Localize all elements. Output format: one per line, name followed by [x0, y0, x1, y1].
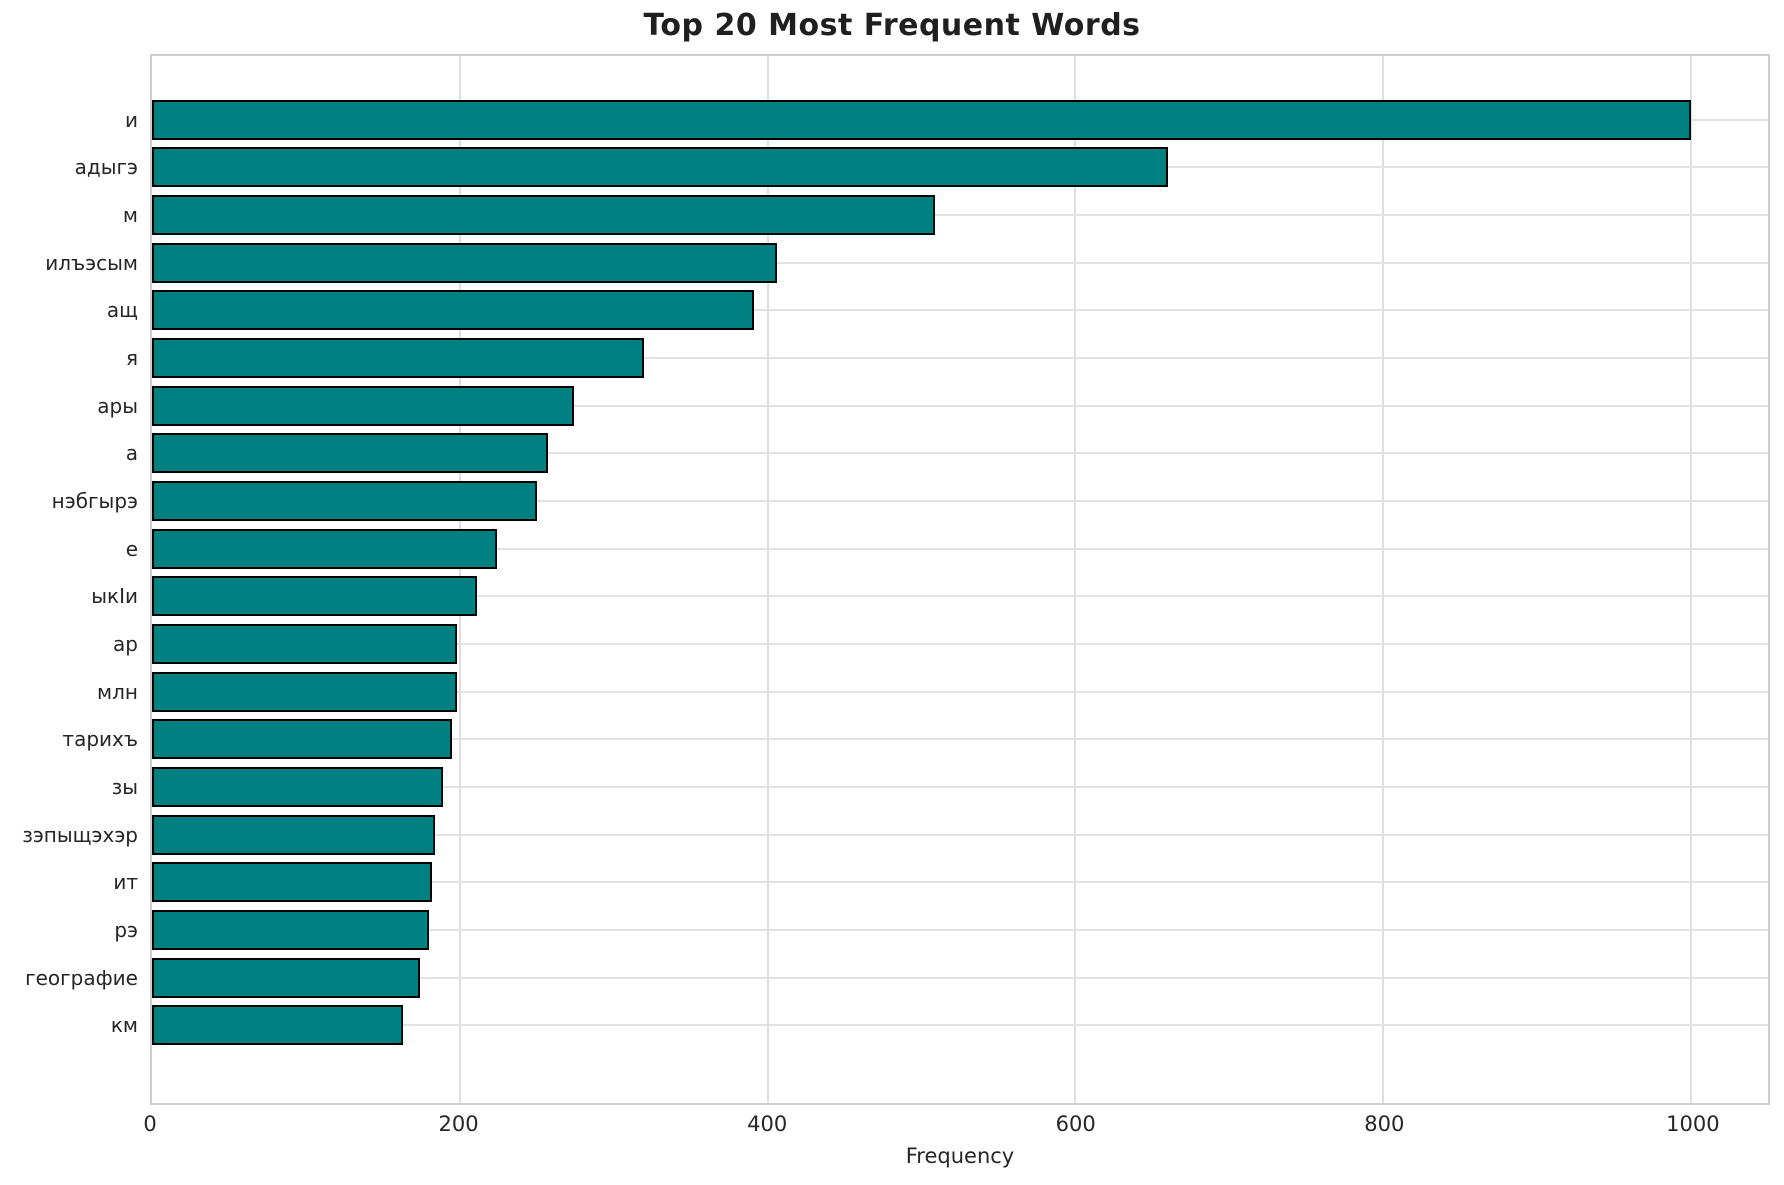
- bar-row: тарихъ: [62, 716, 1768, 764]
- y-tick-label: км: [110, 1013, 138, 1038]
- bar-row: зэпыщэхэр: [22, 811, 1768, 859]
- y-tick-label: а: [125, 441, 138, 466]
- bar-row: е: [126, 525, 1768, 573]
- bar-а: [152, 433, 548, 474]
- gridline-x-600: [1074, 56, 1077, 1103]
- bar-row: ары: [97, 382, 1768, 430]
- chart-title: Top 20 Most Frequent Words: [643, 8, 1141, 43]
- gridline-y: [152, 595, 1768, 598]
- gridline-x-800: [1382, 56, 1385, 1103]
- bar-row: рэ: [114, 906, 1768, 954]
- gridline-y: [152, 976, 1768, 979]
- gridline-y: [152, 500, 1768, 503]
- bars-container: и адыгэ м илъэсым ащ я ары а нэбгырэ е ыкIи ар млн та…: [22, 56, 1768, 1103]
- bar-км: [152, 1005, 403, 1046]
- bar-ары: [152, 385, 574, 426]
- y-tick-label: нэбгырэ: [51, 489, 138, 514]
- y-tick-label: ит: [113, 870, 138, 895]
- bar-я: [152, 338, 645, 379]
- bar-row: км: [111, 1001, 1768, 1049]
- y-tick-label: ар: [113, 632, 138, 657]
- gridline-y: [152, 738, 1768, 741]
- bar-адыгэ: [152, 147, 1168, 188]
- y-tick-label: ары: [97, 393, 138, 418]
- x-tick-label: 600: [1055, 1112, 1096, 1136]
- y-tick-label: рэ: [114, 917, 138, 942]
- gridline-y: [152, 833, 1768, 836]
- bar-нэбгырэ: [152, 481, 537, 522]
- bar-row: млн: [97, 668, 1768, 716]
- gridline-x-1000: [1690, 56, 1693, 1103]
- x-tick-label: 400: [747, 1112, 788, 1136]
- gridline-y: [152, 690, 1768, 693]
- gridline-y: [152, 452, 1768, 455]
- y-tick-label: м: [122, 203, 138, 228]
- bar-е: [152, 528, 497, 569]
- x-tick-label: 800: [1364, 1112, 1405, 1136]
- bar-тарихъ: [152, 719, 453, 760]
- gridline-y: [152, 309, 1768, 312]
- bar-row: адыгэ: [75, 144, 1768, 192]
- bar-зы: [152, 767, 443, 808]
- y-tick-label: е: [125, 536, 138, 561]
- gridline-y: [152, 928, 1768, 931]
- bar-row: зы: [112, 763, 1768, 811]
- gridline-x-400: [766, 56, 769, 1103]
- bar-м: [152, 195, 936, 236]
- gridline-y: [152, 1024, 1768, 1027]
- gridline-y: [152, 786, 1768, 789]
- y-tick-label: зы: [111, 775, 138, 800]
- y-tick-label: ащ: [106, 298, 138, 323]
- gridline-y: [152, 261, 1768, 264]
- y-tick-label: географие: [25, 965, 138, 990]
- bar-млн: [152, 671, 457, 712]
- bar-ыкIи: [152, 576, 477, 617]
- x-tick-label: 0: [143, 1112, 157, 1136]
- x-tick-label: 1000: [1666, 1112, 1720, 1136]
- y-tick-label: зэпыщэхэр: [22, 822, 138, 847]
- gridline-y: [152, 214, 1768, 217]
- plot-area: и адыгэ м илъэсым ащ я ары а нэбгырэ е ыкIи ар млн та…: [22, 54, 1770, 1105]
- bar-row: м: [123, 191, 1768, 239]
- y-tick-label: адыгэ: [74, 155, 138, 180]
- y-tick-label: тарихъ: [62, 727, 138, 752]
- y-tick-label: ыкIи: [91, 584, 138, 609]
- bar-row: ыкIи: [91, 573, 1768, 621]
- gridline-y: [152, 881, 1768, 884]
- bar-row: илъэсым: [45, 239, 1768, 287]
- bar-row: ар: [113, 620, 1768, 668]
- bar-row: ащ: [107, 287, 1768, 335]
- bar-row: я: [126, 334, 1768, 382]
- gridline-y: [152, 643, 1768, 646]
- gridline-y: [152, 547, 1768, 550]
- bar-row: нэбгырэ: [52, 477, 1768, 525]
- bar-row: а: [126, 430, 1768, 478]
- bar-ит: [152, 862, 433, 903]
- x-tick-label: 200: [438, 1112, 479, 1136]
- bar-row: и: [125, 96, 1768, 144]
- gridline-y: [152, 357, 1768, 360]
- bar-row: ит: [113, 859, 1768, 907]
- bar-row: географие: [25, 954, 1768, 1002]
- bar-ащ: [152, 290, 754, 331]
- gridline-y: [152, 404, 1768, 407]
- bar-рэ: [152, 909, 430, 950]
- bar-зэпыщэхэр: [152, 814, 436, 855]
- y-tick-label: млн: [97, 679, 138, 704]
- bar-географие: [152, 957, 420, 998]
- y-tick-label: я: [125, 346, 138, 371]
- y-tick-label: и: [125, 107, 138, 132]
- y-tick-label: илъэсым: [45, 250, 138, 275]
- bar-и: [152, 99, 1692, 140]
- bar-ар: [152, 624, 457, 665]
- bar-илъэсым: [152, 242, 777, 283]
- x-axis-label: Frequency: [905, 1144, 1015, 1168]
